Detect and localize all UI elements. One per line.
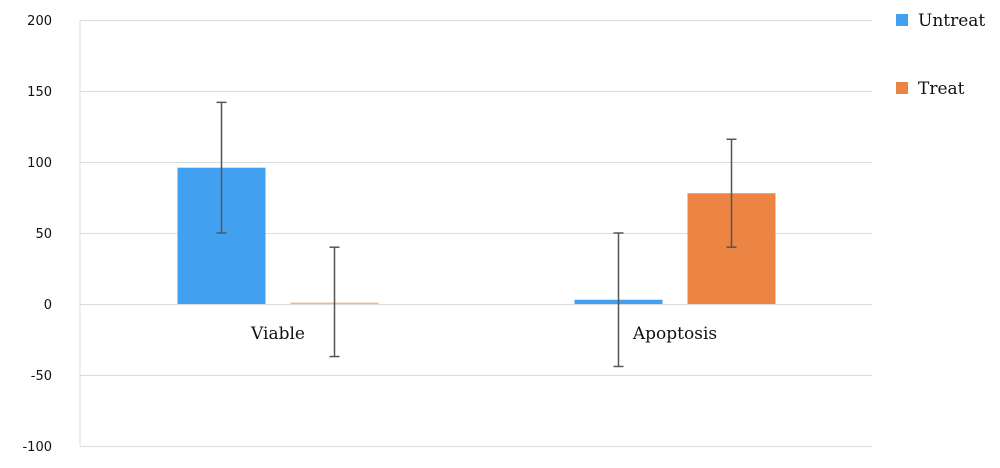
y-tick-label: 50: [35, 227, 52, 242]
y-tick-label: 150: [27, 85, 52, 100]
y-axis-ticks: 200 150 100 50 0 -50 -100: [22, 14, 52, 455]
y-tick-label: 0: [44, 298, 52, 313]
y-tick-label: -100: [22, 440, 52, 455]
category-labels: Viable Apoptosis: [250, 324, 717, 344]
legend-label: Untreat: [918, 11, 985, 31]
legend-swatch-untreat: [896, 14, 908, 26]
category-label: Viable: [250, 324, 305, 344]
bars: [177, 167, 776, 304]
y-tick-label: 200: [27, 14, 52, 29]
legend: Untreat Treat: [896, 11, 985, 99]
legend-label: Treat: [918, 79, 965, 99]
category-label: Apoptosis: [632, 324, 717, 344]
y-tick-label: -50: [31, 369, 52, 384]
y-tick-label: 100: [27, 156, 52, 171]
legend-swatch-treat: [896, 82, 908, 94]
error-bars: [216, 101, 737, 368]
